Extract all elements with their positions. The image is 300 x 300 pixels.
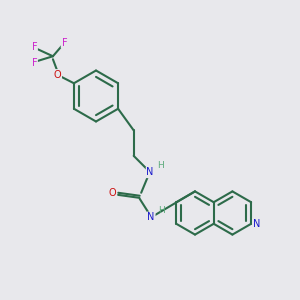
Text: N: N [253,219,260,229]
Text: F: F [32,58,37,68]
Text: N: N [147,212,155,222]
Text: N: N [146,167,154,177]
Text: F: F [32,42,37,52]
Text: O: O [109,188,116,198]
Text: F: F [61,38,67,48]
Text: H: H [158,206,165,215]
Text: H: H [157,161,164,170]
Text: O: O [54,70,61,80]
